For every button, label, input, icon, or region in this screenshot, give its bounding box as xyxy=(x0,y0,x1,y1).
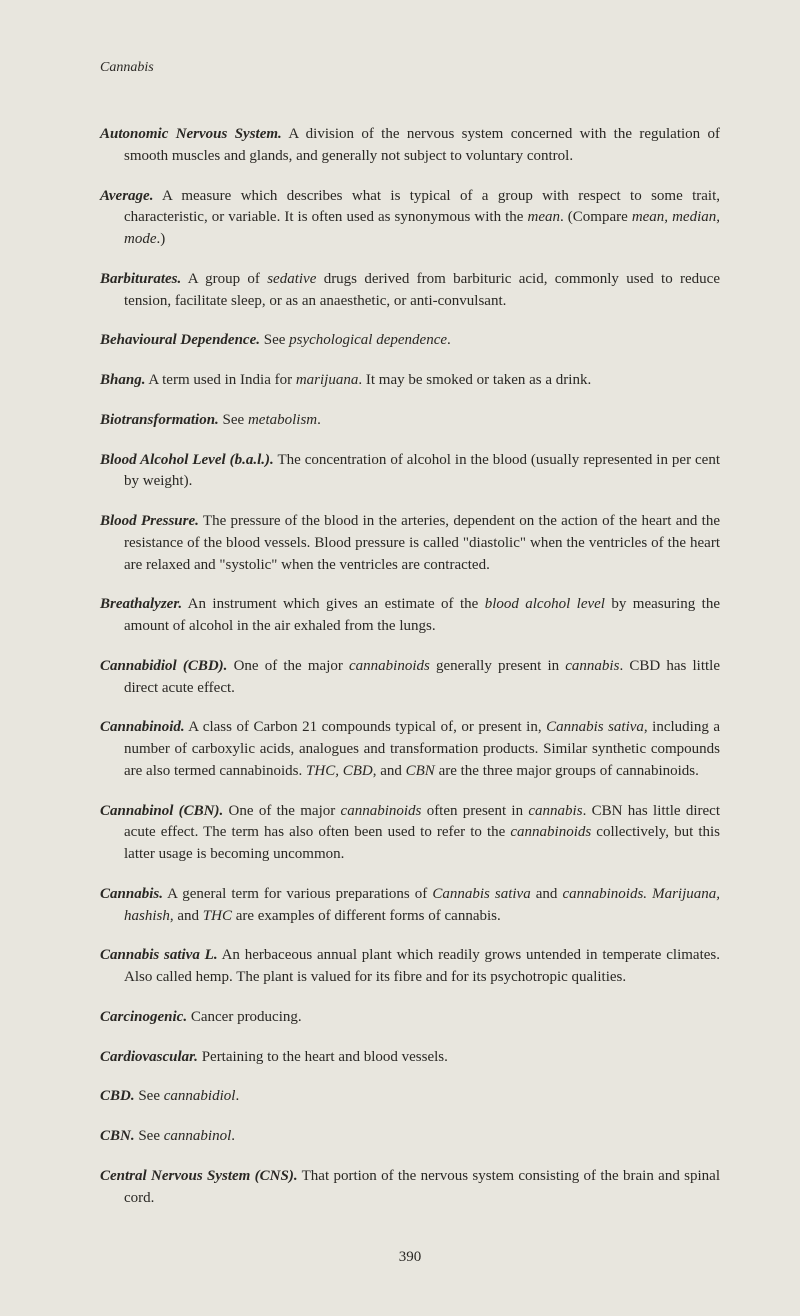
entry-body: Cancer producing. xyxy=(187,1009,302,1025)
page-number: 390 xyxy=(100,1249,720,1266)
entry-term: Cannabinoid. xyxy=(100,719,185,735)
entry-term: Behavioural Dependence. xyxy=(100,332,260,348)
glossary-entry: Blood Pressure. The pressure of the bloo… xyxy=(100,511,720,576)
entry-body: A term used in India for marijuana. It m… xyxy=(145,372,591,388)
entry-body: A group of sedative drugs derived from b… xyxy=(124,271,720,309)
entry-term: Central Nervous System (CNS). xyxy=(100,1168,298,1184)
entry-term: Cannabis sativa L. xyxy=(100,947,218,963)
entry-term: Biotransformation. xyxy=(100,412,219,428)
entry-body: See metabolism. xyxy=(219,412,321,428)
glossary-entry: CBN. See cannabinol. xyxy=(100,1126,720,1148)
glossary-entry: CBD. See cannabidiol. xyxy=(100,1086,720,1108)
entry-body: A general term for various preparations … xyxy=(124,886,720,924)
entry-body: A measure which describes what is typica… xyxy=(124,188,720,248)
glossary-entry: Central Nervous System (CNS). That porti… xyxy=(100,1166,720,1210)
entry-term: Cannabis. xyxy=(100,886,163,902)
entry-body: See cannabinol. xyxy=(135,1128,235,1144)
entry-body: See cannabidiol. xyxy=(135,1088,240,1104)
entry-term: Barbiturates. xyxy=(100,271,181,287)
glossary-entry: Breathalyzer. An instrument which gives … xyxy=(100,594,720,638)
entry-term: Blood Alcohol Level (b.a.l.). xyxy=(100,452,274,468)
glossary-body: Autonomic Nervous System. A division of … xyxy=(100,124,720,1209)
glossary-entry: Cannabis. A general term for various pre… xyxy=(100,884,720,928)
glossary-entry: Cannabis sativa L. An herbaceous annual … xyxy=(100,945,720,989)
glossary-entry: Carcinogenic. Cancer producing. xyxy=(100,1007,720,1029)
entry-term: Carcinogenic. xyxy=(100,1009,187,1025)
glossary-entry: Cannabinol (CBN). One of the major canna… xyxy=(100,801,720,866)
glossary-entry: Cannabinoid. A class of Carbon 21 compou… xyxy=(100,717,720,782)
entry-term: Blood Pressure. xyxy=(100,513,199,529)
entry-term: Cannabidiol (CBD). xyxy=(100,658,227,674)
entry-term: Average. xyxy=(100,188,153,204)
entry-body: Pertaining to the heart and blood vessel… xyxy=(198,1049,448,1065)
entry-term: Autonomic Nervous System. xyxy=(100,126,282,142)
glossary-entry: Blood Alcohol Level (b.a.l.). The concen… xyxy=(100,450,720,494)
glossary-entry: Autonomic Nervous System. A division of … xyxy=(100,124,720,168)
glossary-entry: Average. A measure which describes what … xyxy=(100,186,720,251)
glossary-entry: Cardiovascular. Pertaining to the heart … xyxy=(100,1047,720,1069)
entry-term: Cannabinol (CBN). xyxy=(100,803,223,819)
entry-term: Bhang. xyxy=(100,372,145,388)
entry-term: CBN. xyxy=(100,1128,135,1144)
entry-body: A class of Carbon 21 compounds typical o… xyxy=(124,719,720,779)
glossary-entry: Barbiturates. A group of sedative drugs … xyxy=(100,269,720,313)
running-head: Cannabis xyxy=(100,60,720,76)
entry-body: The pressure of the blood in the arterie… xyxy=(124,513,720,573)
glossary-entry: Biotransformation. See metabolism. xyxy=(100,410,720,432)
entry-body: See psychological dependence. xyxy=(260,332,451,348)
glossary-entry: Bhang. A term used in India for marijuan… xyxy=(100,370,720,392)
glossary-entry: Cannabidiol (CBD). One of the major cann… xyxy=(100,656,720,700)
entry-term: CBD. xyxy=(100,1088,135,1104)
glossary-entry: Behavioural Dependence. See psychologica… xyxy=(100,330,720,352)
entry-term: Breathalyzer. xyxy=(100,596,182,612)
entry-body: An instrument which gives an estimate of… xyxy=(124,596,720,634)
entry-term: Cardiovascular. xyxy=(100,1049,198,1065)
